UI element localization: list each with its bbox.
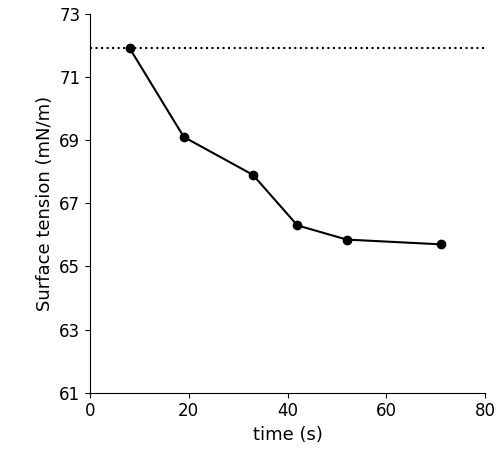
X-axis label: time (s): time (s) <box>252 426 322 444</box>
Y-axis label: Surface tension (mN/m): Surface tension (mN/m) <box>36 96 54 311</box>
